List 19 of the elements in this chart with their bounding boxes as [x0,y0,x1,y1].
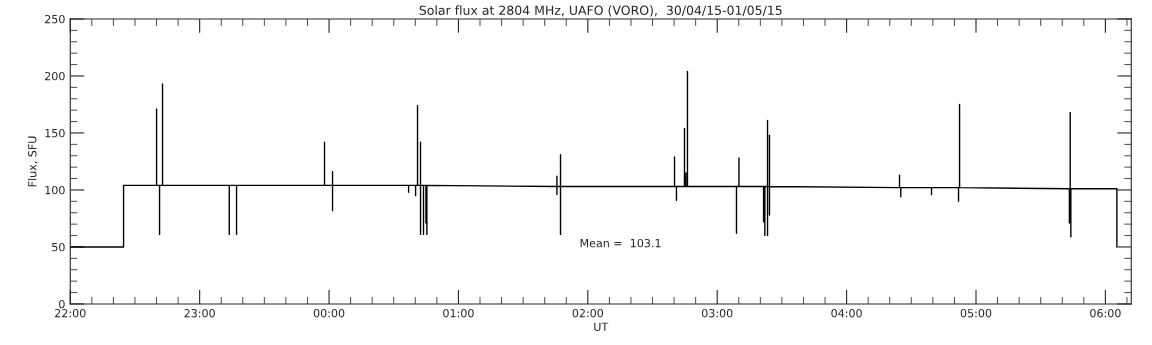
x-tick-label: 03:00 [701,309,733,318]
x-axis-title: UT [594,322,609,331]
x-tick-label: 06:00 [1090,309,1121,318]
y-tick-label: 0 [59,299,65,309]
y-tick-label: 200 [45,71,65,81]
x-tick-label: 01:00 [443,309,474,318]
y-tick-label: 250 [45,14,65,24]
x-tick-label: 00:00 [313,309,345,318]
annotation: Mean = 103.1 [580,238,661,248]
chart-title: Solar flux at 2804 MHz, UAFO (VORO), 30/04/15-01/05/15 [419,5,782,17]
x-tick-label: 23:00 [184,309,215,318]
x-tick-label: 02:00 [572,309,604,318]
y-tick-label: 150 [45,128,65,138]
y-axis-title: Flux, SFU [27,136,38,187]
x-tick-label: 05:00 [960,309,992,318]
x-tick-label: 22:00 [55,309,86,318]
x-tick-label: 04:00 [831,309,862,318]
y-tick-label: 100 [45,185,65,195]
y-tick-label: 50 [52,242,65,252]
